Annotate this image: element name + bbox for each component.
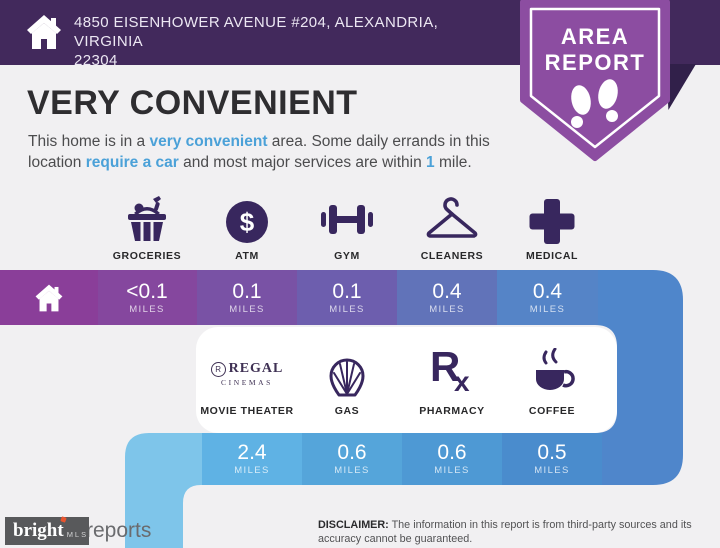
distance-unit: MILES bbox=[229, 303, 265, 315]
brightmls-logo: bright MLS bbox=[5, 516, 89, 545]
distance-cell: 0.5 MILES bbox=[502, 433, 602, 485]
rx-letter-x: x bbox=[454, 366, 470, 397]
footprints-icon bbox=[571, 79, 618, 128]
shell-icon bbox=[329, 358, 365, 397]
category-label: GAS bbox=[334, 405, 360, 417]
distance-cell: <0.1 MILES bbox=[97, 270, 197, 325]
svg-text:$: $ bbox=[240, 207, 255, 237]
property-address: 4850 EISENHOWER AVENUE #204, ALEXANDRIA,… bbox=[74, 14, 439, 69]
distance-cell: 2.4 MILES bbox=[202, 433, 302, 485]
summary-text: This home is in a very convenient area. … bbox=[28, 131, 506, 173]
snake-cap-descender-path bbox=[125, 433, 202, 548]
distance-unit: MILES bbox=[129, 303, 165, 315]
summary-part: and most major services are within bbox=[178, 154, 427, 171]
brand-sub: MLS bbox=[66, 530, 89, 539]
distance-cell: 0.6 MILES bbox=[302, 433, 402, 485]
badge-line2: REPORT bbox=[545, 50, 646, 75]
category-cleaners: CLEANERS bbox=[392, 193, 512, 262]
distance-cell: 0.6 MILES bbox=[402, 433, 502, 485]
category-label: CLEANERS bbox=[420, 250, 484, 262]
disclaimer-body: The information in this report is from t… bbox=[318, 519, 692, 545]
category-pharmacy: R x PHARMACY bbox=[392, 343, 512, 418]
badge-line1: AREA bbox=[561, 24, 629, 49]
disclaimer-text: DISCLAIMER: The information in this repo… bbox=[318, 519, 712, 546]
grocery-basket-icon bbox=[128, 196, 166, 241]
distance-cell: 0.4 MILES bbox=[497, 270, 598, 325]
coffee-cup-icon bbox=[536, 348, 575, 390]
category-groceries: GROCERIES bbox=[87, 193, 207, 262]
summary-part: This home is in a bbox=[28, 133, 150, 150]
summary-highlight: 1 bbox=[426, 154, 435, 171]
distance-unit: MILES bbox=[329, 303, 365, 315]
category-label: GYM bbox=[334, 250, 360, 262]
distance-value: 0.6 bbox=[337, 441, 367, 464]
distance-value: 2.4 bbox=[237, 441, 267, 464]
category-label: COFFEE bbox=[528, 405, 576, 417]
distance-cell: 0.1 MILES bbox=[197, 270, 297, 325]
distance-unit: MILES bbox=[429, 303, 465, 315]
distance-value: <0.1 bbox=[126, 279, 168, 303]
disclaimer-label: DISCLAIMER: bbox=[318, 519, 389, 531]
distance-value: 0.6 bbox=[437, 441, 467, 464]
distance-value: 0.4 bbox=[532, 279, 563, 303]
category-gym: GYM bbox=[287, 193, 407, 262]
distance-cell: 0.4 MILES bbox=[397, 270, 497, 325]
category-label: GROCERIES bbox=[112, 250, 182, 262]
category-label: ATM bbox=[235, 250, 259, 262]
regal-name: REGAL bbox=[228, 361, 284, 376]
distance-value: 0.4 bbox=[432, 279, 462, 303]
brightmls-wordmark: bright bbox=[13, 516, 67, 542]
dumbbell-icon bbox=[321, 205, 373, 234]
home-icon bbox=[27, 15, 61, 49]
summary-part: mile. bbox=[434, 154, 472, 171]
brand-suffix: reports bbox=[86, 519, 152, 542]
distance-unit: MILES bbox=[234, 465, 270, 476]
rx-icon: R x bbox=[422, 343, 482, 400]
home-icon bbox=[35, 284, 62, 311]
hanger-icon bbox=[426, 197, 478, 238]
area-report-badge: AREA REPORT bbox=[520, 0, 670, 161]
distance-unit: MILES bbox=[434, 465, 470, 476]
origin-cell bbox=[0, 270, 97, 325]
category-movie-theater: R REGAL CINEMAS MOVIE THEATER bbox=[187, 348, 307, 417]
distance-value: 0.1 bbox=[232, 279, 262, 303]
category-label: MOVIE THEATER bbox=[200, 405, 294, 417]
summary-part: area. Some daily errands in this locatio… bbox=[28, 133, 490, 171]
distance-unit: MILES bbox=[529, 303, 566, 315]
category-gas: GAS bbox=[287, 348, 407, 417]
distance-cell: 0.1 MILES bbox=[297, 270, 397, 325]
regal-sub: CINEMAS bbox=[221, 378, 273, 387]
rx-letter-r: R bbox=[430, 343, 461, 390]
distance-unit: MILES bbox=[334, 465, 370, 476]
brand-main: bright bbox=[13, 520, 64, 541]
distance-unit: MILES bbox=[534, 465, 570, 476]
summary-highlight: require a car bbox=[85, 154, 179, 171]
category-label: PHARMACY bbox=[419, 405, 485, 417]
category-coffee: COFFEE bbox=[492, 348, 612, 417]
summary-highlight: very convenient bbox=[149, 133, 268, 150]
regal-cinemas-logo: R REGAL CINEMAS bbox=[210, 361, 284, 387]
medical-cross-icon bbox=[529, 199, 575, 244]
dollar-circle-icon: $ bbox=[226, 201, 268, 243]
category-medical: MEDICAL bbox=[492, 193, 612, 262]
page-title: VERY CONVENIENT bbox=[27, 84, 358, 122]
regal-crown-mark: R bbox=[210, 361, 226, 377]
distance-value: 0.5 bbox=[537, 441, 567, 464]
category-label: MEDICAL bbox=[525, 250, 579, 262]
distance-value: 0.1 bbox=[332, 279, 362, 303]
category-atm: $ ATM bbox=[187, 193, 307, 262]
